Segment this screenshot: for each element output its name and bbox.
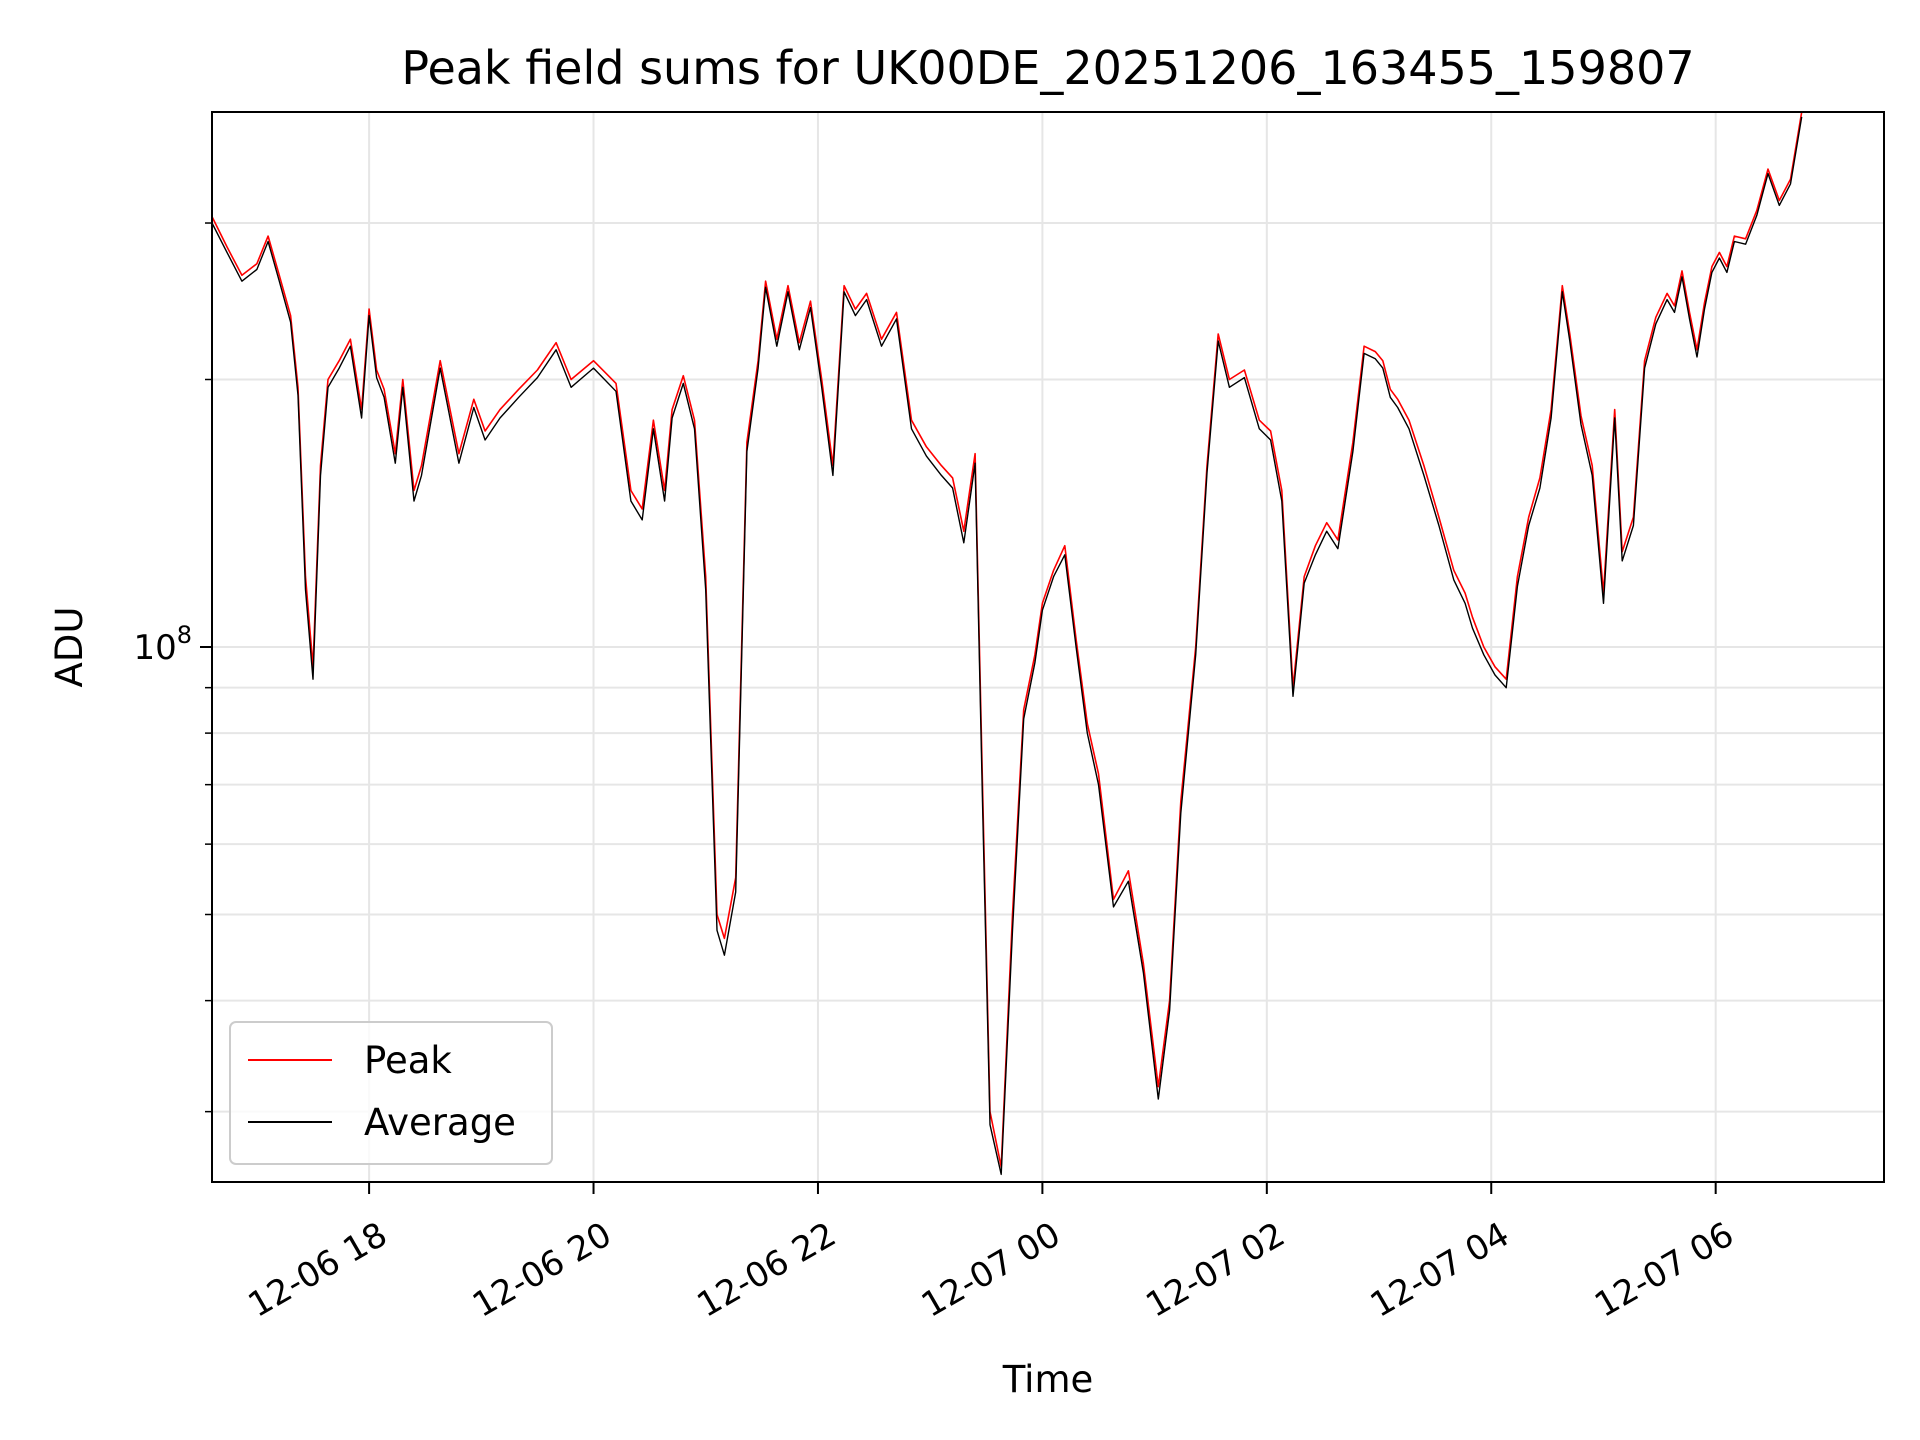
legend-box [229, 1021, 553, 1165]
legend: Peak Average [229, 1021, 553, 1165]
y-tick-label: 108 [133, 621, 192, 668]
series-line-peak [211, 111, 1803, 1168]
legend-entry-average: Average [364, 1101, 516, 1144]
series-lines [211, 111, 1803, 1176]
legend-entry-peak: Peak [364, 1039, 452, 1082]
chart-title: Peak field sums for UK00DE_20251206_1634… [401, 41, 1694, 95]
series-line-average [211, 116, 1803, 1176]
y-axis-label: ADU [48, 607, 91, 688]
grid-lines [212, 112, 1884, 1182]
x-axis-label: Time [1002, 1358, 1094, 1401]
